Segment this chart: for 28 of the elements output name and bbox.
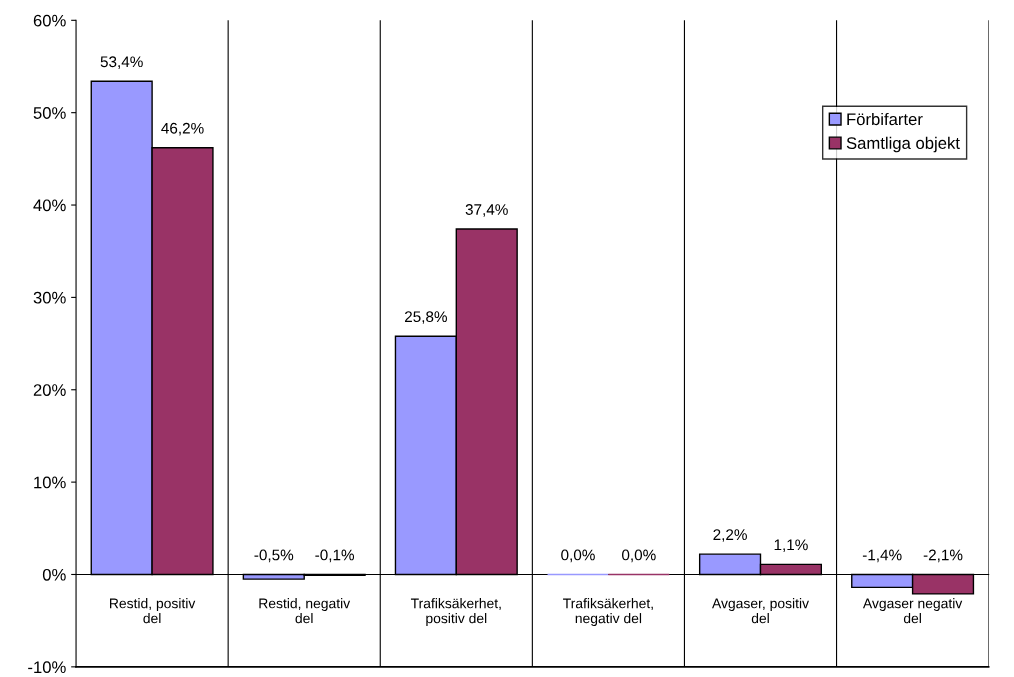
legend-label: Samtliga objekt — [846, 136, 960, 153]
data-label: 53,4% — [100, 56, 143, 69]
data-label: -1,4% — [862, 549, 902, 563]
y-tick-label: 40% — [33, 199, 66, 212]
y-tick-label: 10% — [34, 476, 66, 489]
data-label: 25,8% — [404, 311, 447, 324]
data-label: 0,0% — [622, 549, 656, 563]
x-tick-label: Restid, negativ del — [259, 598, 351, 624]
x-tick-label: Trafiksäkerhet, negativ del — [563, 598, 653, 626]
y-tick-label: 60% — [33, 14, 66, 27]
data-label: -2,1% — [923, 549, 963, 563]
x-tick-label: Avgaser, positiv del — [712, 598, 809, 624]
data-label: -0,5% — [254, 549, 294, 563]
data-label: 0,0% — [561, 549, 595, 563]
y-tick-label: 50% — [33, 107, 66, 119]
x-tick-label: Trafiksäkerhet, positiv del — [410, 598, 501, 626]
y-tick-label: 0% — [42, 568, 66, 581]
x-tick-label: Restid, positiv del — [110, 598, 196, 624]
data-label: 1,1% — [774, 539, 808, 552]
data-label: 46,2% — [161, 122, 204, 136]
x-tick-label: Avgaser negativ del — [862, 598, 963, 624]
y-tick-label: 20% — [33, 384, 66, 396]
data-label: 37,4% — [465, 204, 508, 217]
y-tick-label: 30% — [33, 291, 66, 304]
legend-label: Förbifarter — [847, 112, 923, 126]
data-label: 2,2% — [713, 529, 747, 542]
data-label: -0,1% — [315, 549, 355, 563]
y-tick-label: -10% — [28, 661, 66, 674]
